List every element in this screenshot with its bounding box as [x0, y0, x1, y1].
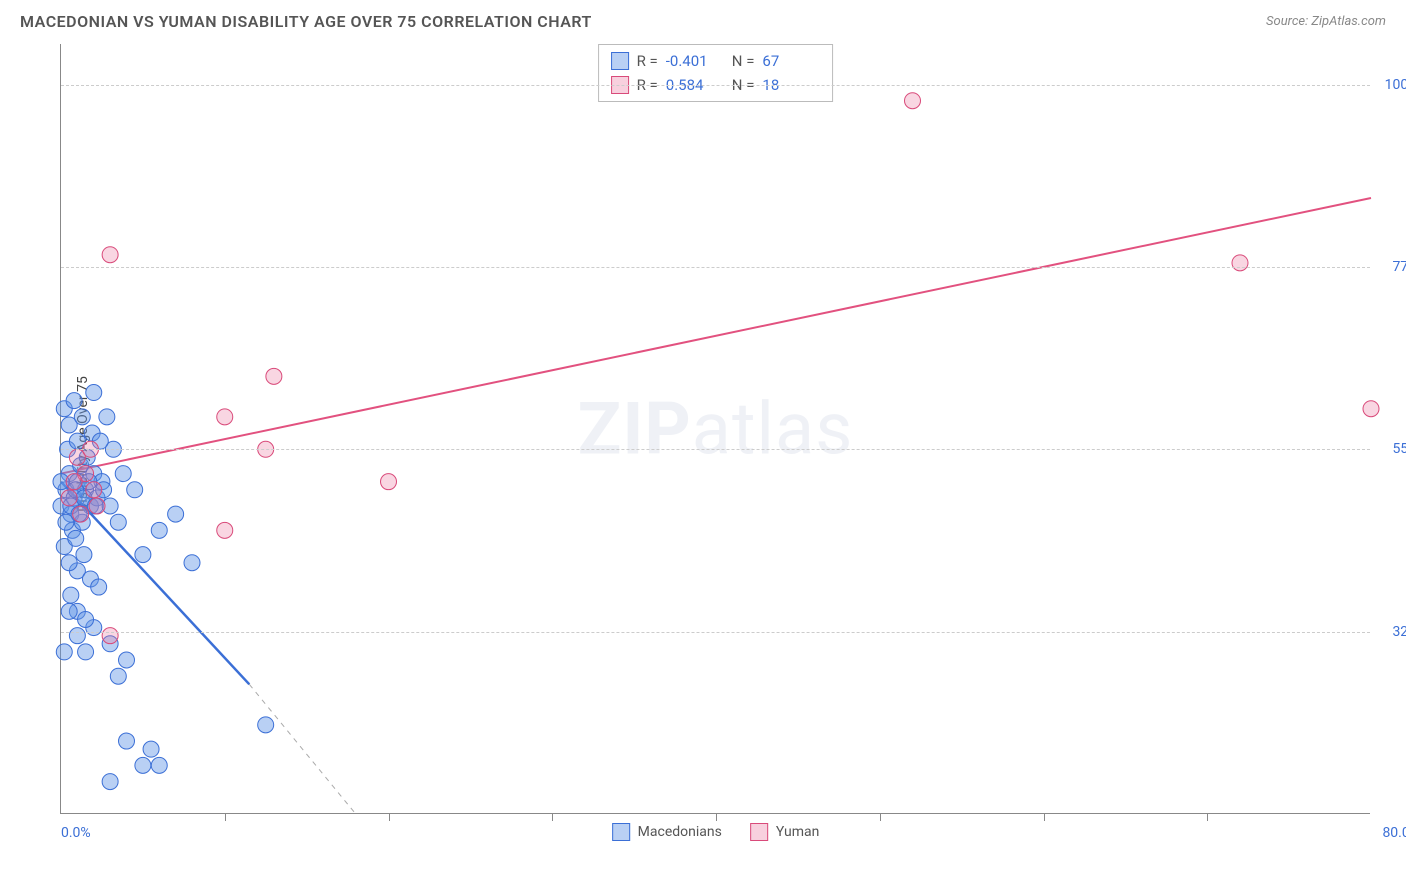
y-tick-label: 55.0% — [1392, 441, 1406, 457]
swatch-blue-icon — [611, 52, 629, 70]
x-axis-max-label: 80.0% — [1382, 825, 1406, 841]
legend: Macedonians Yuman — [612, 823, 820, 841]
legend-item-macedonians: Macedonians — [612, 823, 722, 841]
stats-row-macedonians: R = -0.401 N = 67 — [611, 49, 821, 73]
plot-region: ZIPatlas R = -0.401 N = 67 R = 0.584 N =… — [60, 44, 1370, 814]
swatch-pink-icon — [750, 823, 768, 841]
x-axis-min-label: 0.0% — [61, 825, 91, 841]
chart-title: MACEDONIAN VS YUMAN DISABILITY AGE OVER … — [20, 12, 592, 31]
y-tick-label: 32.5% — [1392, 624, 1406, 640]
chart-svg — [61, 44, 1370, 813]
legend-item-yuman: Yuman — [750, 823, 819, 841]
y-tick-label: 100.0% — [1385, 77, 1406, 93]
stats-legend-box: R = -0.401 N = 67 R = 0.584 N = 18 — [598, 44, 834, 102]
y-tick-label: 77.5% — [1392, 259, 1406, 275]
chart-area: Disability Age Over 75 ZIPatlas R = -0.4… — [20, 39, 1386, 849]
chart-header: MACEDONIAN VS YUMAN DISABILITY AGE OVER … — [0, 0, 1406, 39]
swatch-blue-icon — [612, 823, 630, 841]
source-label: Source: ZipAtlas.com — [1266, 14, 1386, 29]
